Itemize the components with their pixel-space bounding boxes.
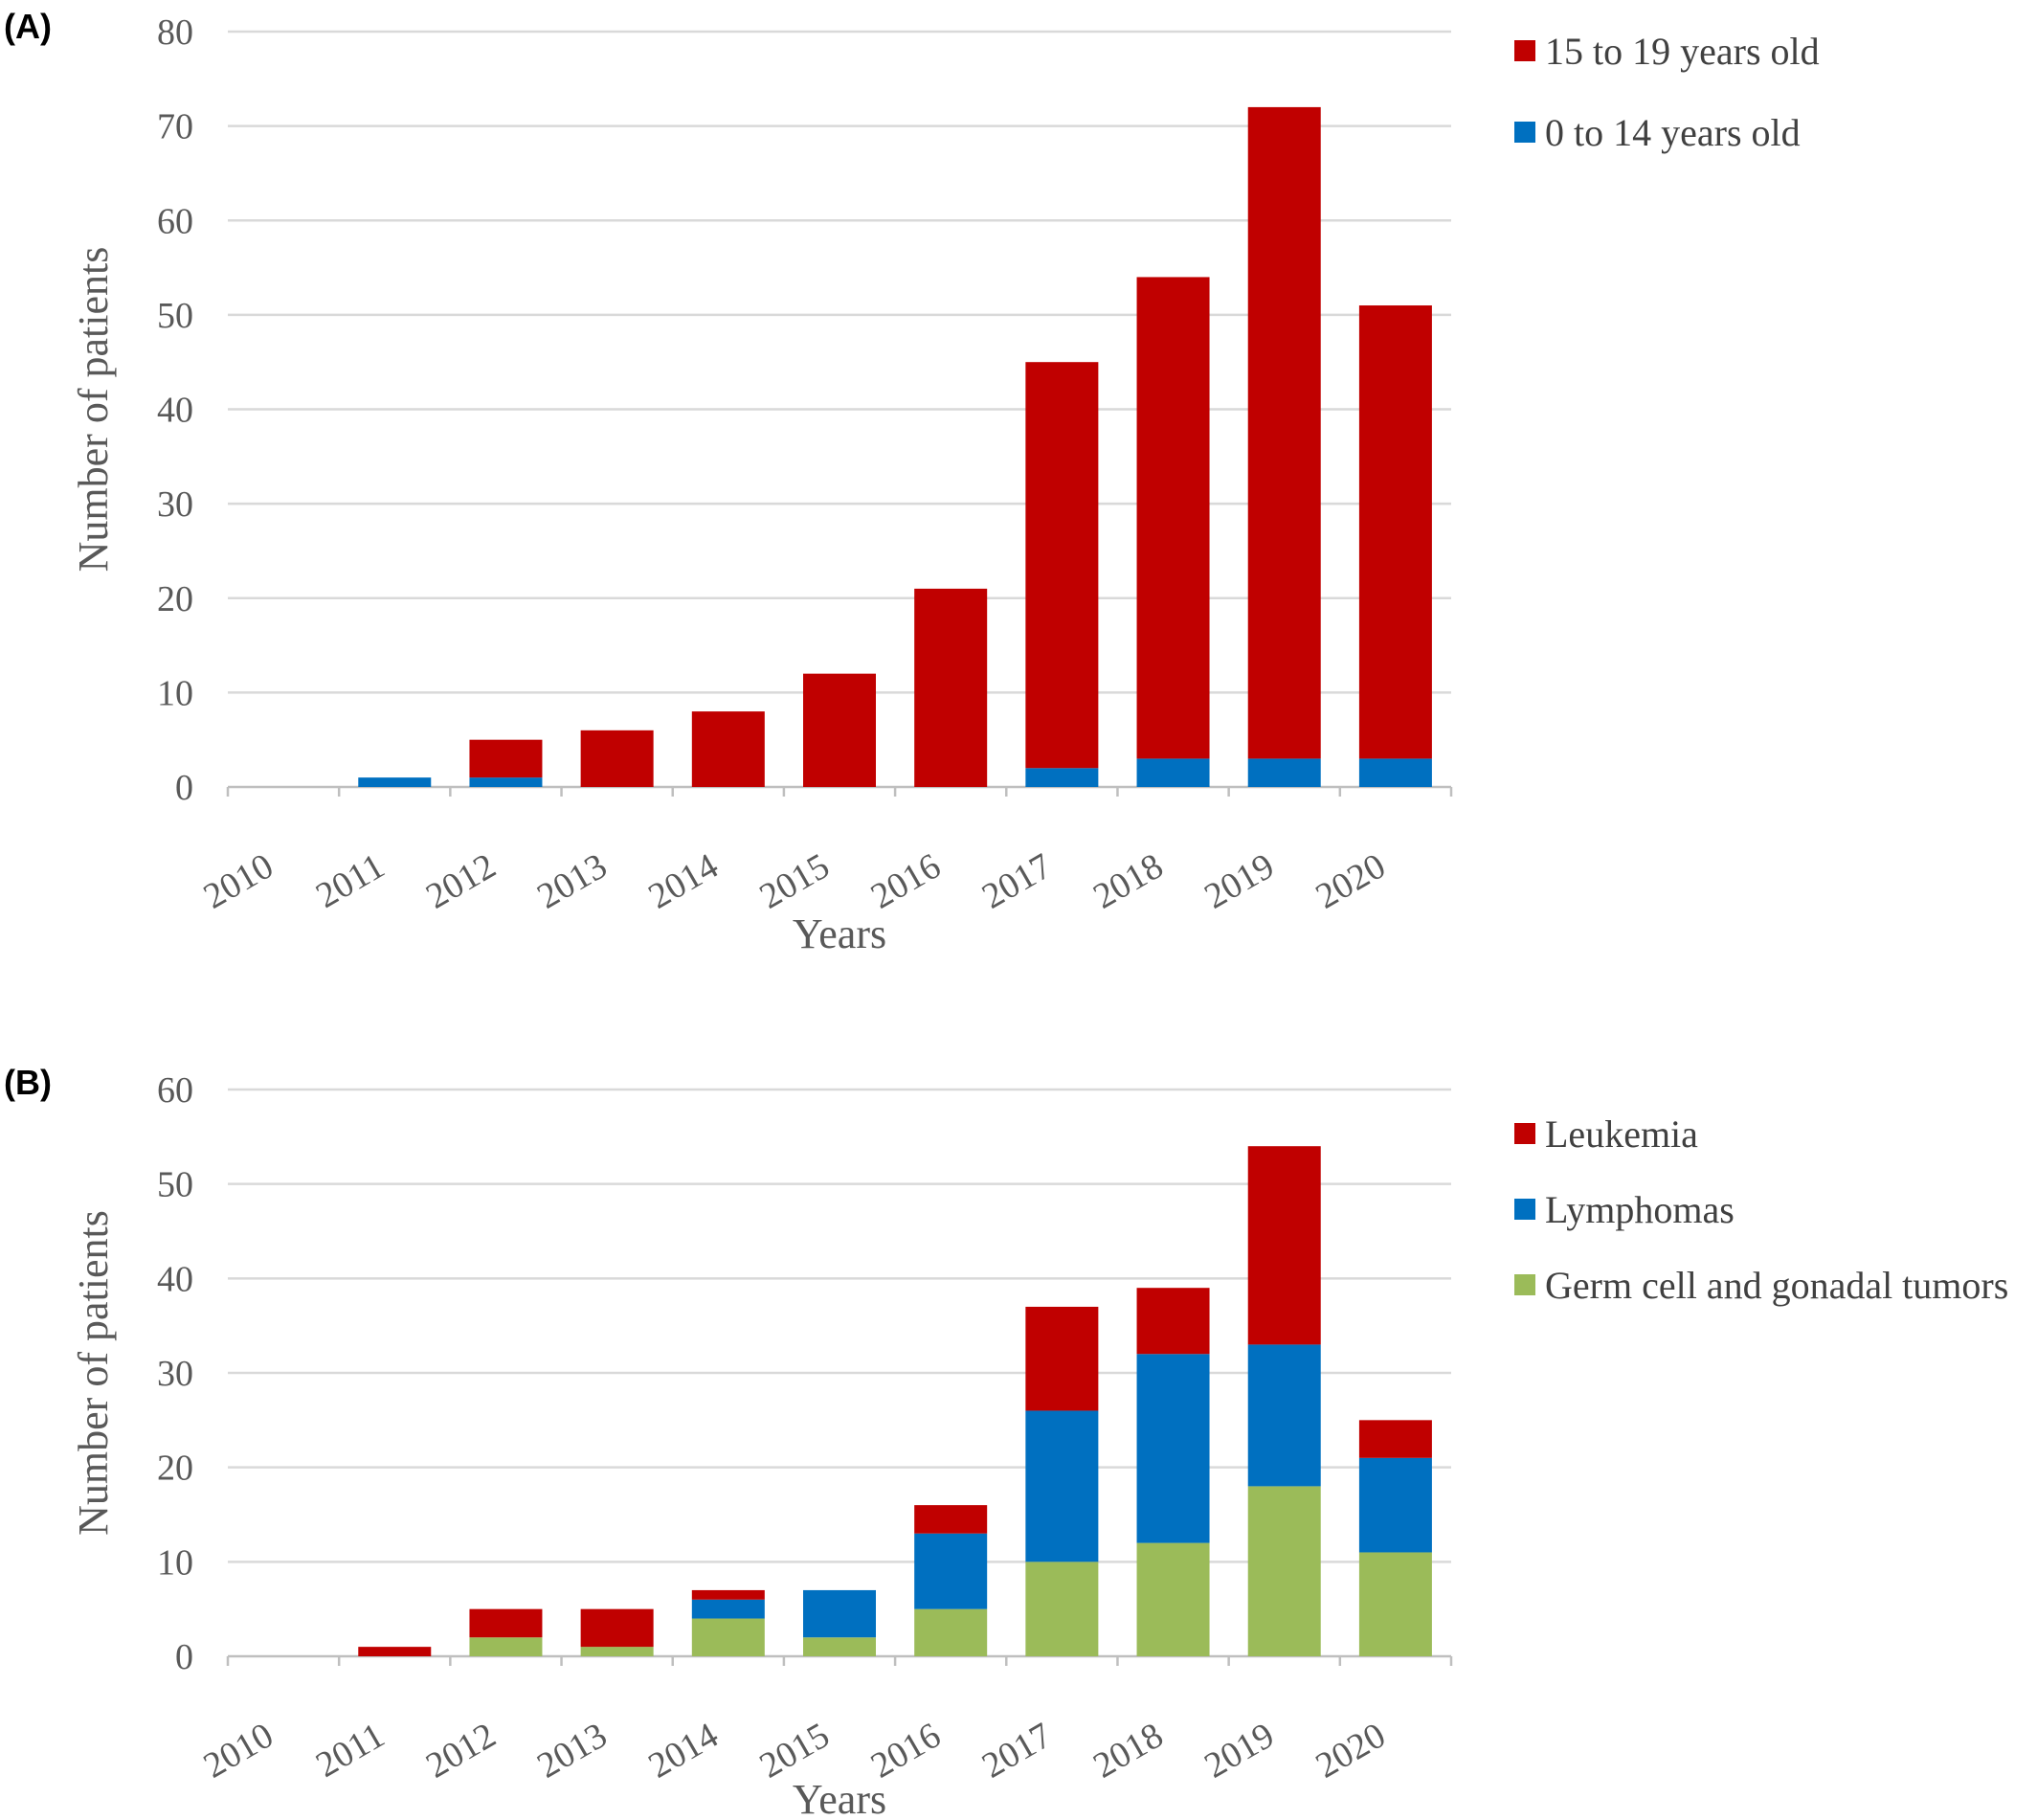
panel-b-bar-lymphomas-2018 [1136,1354,1210,1543]
panel-b-bar-germ-cell-and-gonadal-tumors-2019 [1247,1486,1321,1656]
panel-a-x-tick-label: 2012 [419,845,503,916]
panel-a-x-tick-label: 2019 [1198,845,1281,916]
panel-b-bar-lymphomas-2016 [914,1533,988,1609]
panel-b-bar-leukemia-2018 [1136,1288,1210,1355]
panel-b-x-tick-label: 2014 [642,1715,726,1786]
panel-b-y-tick-label: 40 [157,1259,193,1299]
panel-b-legend: Leukemia Lymphomas Germ cell and gonadal t… [1514,1112,2008,1307]
panel-b-bar-germ-cell-and-gonadal-tumors-2015 [803,1637,876,1656]
panel-a-legend-swatch-15-to-19-years-old [1514,40,1535,61]
panel-b-x-tick-label: 2019 [1198,1715,1281,1786]
panel-b-bar-leukemia-2016 [914,1505,988,1534]
panel-b-legend-label-leukemia: Leukemia [1545,1112,1698,1156]
panel-a-y-tick-label: 30 [157,484,193,525]
panel-a-bar-0-to-14-years-old-2011 [358,777,432,787]
panel-a-legend-label-15-to-19-years-old: 15 to 19 years old [1545,30,1820,73]
panel-b-y-tick-label: 0 [175,1637,193,1677]
panel-a-bar-15-to-19-years-old-2020 [1358,305,1432,759]
panel-a-x-tick-label: 2020 [1310,845,1393,916]
panel-a-bar-0-to-14-years-old-2019 [1247,758,1321,787]
panel-a-bar-15-to-19-years-old-2018 [1136,277,1210,759]
panel-b-bar-lymphomas-2014 [691,1599,765,1619]
panel-b-bar-germ-cell-and-gonadal-tumors-2020 [1358,1552,1432,1656]
panel-a-y-axis-title: Number of patients [70,247,117,573]
panel-b-bar-germ-cell-and-gonadal-tumors-2016 [914,1608,988,1656]
panel-b-bar-lymphomas-2019 [1247,1344,1321,1487]
panel-b-bar-leukemia-2020 [1358,1420,1432,1458]
panel-a-y-tick-label: 20 [157,579,193,619]
panel-a-chart: (A) 0 10 20 30 40 50 60 70 80 2010 2011 2012 2013 201… [4,7,1820,957]
panel-b-x-tick-label: 2010 [197,1715,280,1786]
panel-b-chart: (B) 0 10 20 30 40 50 60 2010 2011 2012 2013 2014 201… [4,1063,2008,1820]
panel-a-bar-15-to-19-years-old-2017 [1025,362,1099,769]
panel-a-x-axis-title: Years [793,910,886,957]
panel-b-label: (B) [4,1063,52,1102]
panel-b-bar-leukemia-2011 [358,1647,432,1656]
panel-a-y-tick-label: 80 [157,12,193,53]
panel-a-x-tick-label: 2013 [530,845,614,916]
panel-a-bar-15-to-19-years-old-2012 [469,739,543,778]
panel-b-y-tick-label: 60 [157,1070,193,1111]
panel-b-y-tick-label: 50 [157,1165,193,1205]
panel-a-y-tick-label: 70 [157,107,193,147]
panel-a-bar-0-to-14-years-old-2018 [1136,758,1210,787]
panel-a-bar-15-to-19-years-old-2015 [803,673,876,787]
panel-b-legend-label-lymphomas: Lymphomas [1545,1188,1735,1231]
panel-b-x-tick-label: 2012 [419,1715,503,1786]
panel-b-bar-leukemia-2013 [580,1608,654,1648]
panel-a-x-tick-label: 2015 [753,845,837,916]
panel-b-bar-leukemia-2017 [1025,1306,1099,1411]
panel-a-legend-swatch-0-to-14-years-old [1514,122,1535,143]
panel-a-bar-15-to-19-years-old-2014 [691,711,765,787]
panel-a-x-tick-label: 2014 [642,845,726,916]
panel-b-legend-swatch-germ-cell-and-gonadal-tumors [1514,1274,1535,1295]
panel-b-legend-swatch-leukemia [1514,1123,1535,1144]
panel-b-bar-lymphomas-2015 [803,1589,876,1638]
panel-a-x-tick-label: 2010 [197,845,280,916]
panel-b-x-tick-label: 2020 [1310,1715,1393,1786]
panel-b-y-tick-label: 20 [157,1449,193,1489]
panel-b-bar-germ-cell-and-gonadal-tumors-2017 [1025,1562,1099,1656]
panel-a-y-tick-label: 40 [157,391,193,431]
panel-b-y-tick-label: 10 [157,1542,193,1583]
panel-a-bar-0-to-14-years-old-2017 [1025,768,1099,787]
panel-a-x-tick-label: 2011 [309,845,392,916]
panel-b-x-tick-label: 2011 [309,1715,392,1786]
panel-a-x-tick-label: 2017 [975,845,1059,916]
panel-b-x-tick-label: 2013 [530,1715,614,1786]
panel-b-y-axis-title: Number of patients [70,1210,117,1536]
panel-a-legend: 15 to 19 years old 0 to 14 years old [1514,30,1820,154]
panel-a-legend-label-0-to-14-years-old: 0 to 14 years old [1545,111,1801,154]
panel-a-bar-15-to-19-years-old-2019 [1247,106,1321,759]
panel-b-legend-swatch-lymphomas [1514,1199,1535,1220]
panel-b-x-tick-label: 2018 [1086,1715,1170,1786]
panel-b-bar-lymphomas-2017 [1025,1410,1099,1562]
panel-b-bar-germ-cell-and-gonadal-tumors-2013 [580,1647,654,1656]
panel-b-bar-germ-cell-and-gonadal-tumors-2018 [1136,1542,1210,1656]
panel-b-bar-leukemia-2014 [691,1589,765,1600]
panel-b-x-axis-title: Years [793,1776,886,1820]
panel-b-y-tick-label: 30 [157,1354,193,1394]
panel-a-y-tick-label: 0 [175,768,193,808]
panel-b-legend-label-germ-cell-and-gonadal-tumors: Germ cell and gonadal tumors [1545,1264,2008,1307]
panel-a-y-tick-label: 10 [157,673,193,713]
panel-a-y-tick-label: 60 [157,201,193,241]
panel-a-label: (A) [4,7,52,46]
panel-a-bar-15-to-19-years-old-2016 [914,588,988,787]
panel-b-bar-leukemia-2019 [1247,1146,1321,1345]
panel-b-bar-germ-cell-and-gonadal-tumors-2012 [469,1637,543,1656]
panel-a-x-tick-label: 2018 [1086,845,1170,916]
panel-a-y-tick-label: 50 [157,296,193,336]
panel-b-bar-lymphomas-2020 [1358,1457,1432,1553]
panel-a-bar-0-to-14-years-old-2012 [469,777,543,787]
panel-a-x-tick-label: 2016 [864,845,948,916]
panel-a-bar-0-to-14-years-old-2020 [1358,758,1432,787]
panel-a-bar-15-to-19-years-old-2013 [580,730,654,787]
panel-b-bar-leukemia-2012 [469,1608,543,1638]
panel-b-bar-germ-cell-and-gonadal-tumors-2014 [691,1618,765,1656]
panel-b-x-tick-label: 2017 [975,1715,1059,1786]
